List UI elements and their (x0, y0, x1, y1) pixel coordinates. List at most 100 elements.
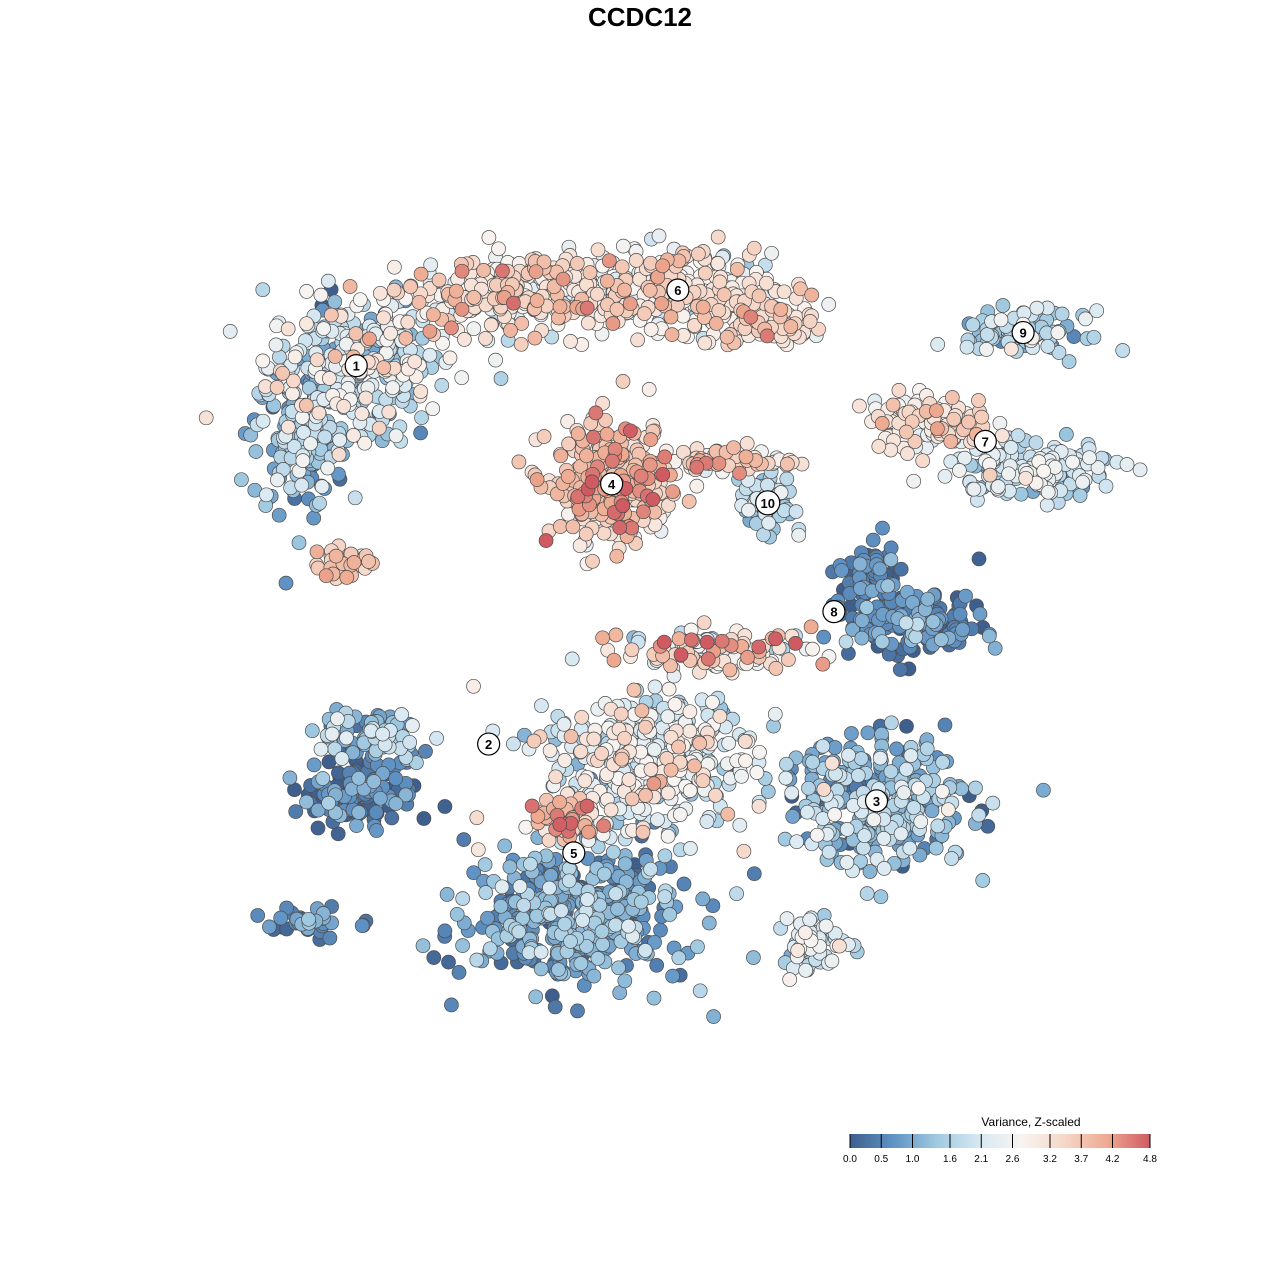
cell-point (663, 762, 679, 778)
cell-point (1018, 470, 1034, 486)
legend-title: Variance, Z-scaled (981, 1115, 1080, 1129)
cell-point (402, 734, 418, 750)
cell-point (1050, 325, 1066, 340)
cell-point (451, 965, 467, 980)
cell-point (780, 456, 795, 472)
cell-point (979, 342, 994, 357)
cell-point (611, 960, 626, 976)
cell-point (623, 423, 638, 439)
cluster-label-text: 7 (982, 434, 989, 449)
cell-point (605, 316, 621, 331)
legend-ticks: 0.0 0.5 1.0 1.6 2.1 2.6 3.2 3.7 4.2 4.8 (843, 1134, 1157, 1165)
cell-point (533, 961, 549, 977)
cell-point (538, 533, 554, 548)
cell-point (497, 838, 513, 854)
cell-point (961, 414, 976, 430)
cell-point (259, 487, 274, 503)
cell-point (929, 403, 944, 419)
cell-point (779, 756, 794, 772)
cell-point (651, 228, 667, 244)
cell-point (286, 373, 301, 389)
cell-point (687, 758, 702, 774)
cell-point (1075, 474, 1090, 490)
cell-point (579, 938, 594, 954)
cell-point (413, 425, 428, 441)
cluster-label-7: 7 (973, 429, 997, 453)
cell-point (561, 873, 577, 889)
cell-point (803, 619, 819, 635)
cluster-label-marker (822, 600, 846, 624)
cluster-label-marker (344, 354, 368, 378)
cell-point (937, 468, 953, 484)
cell-point (542, 880, 557, 896)
cell-point (617, 973, 633, 989)
cell-point (930, 818, 946, 834)
cell-point (908, 629, 924, 645)
cell-point (529, 908, 545, 924)
cell-point (738, 449, 754, 465)
cell-point (1090, 460, 1106, 475)
cell-point (990, 479, 1006, 494)
cell-point (661, 681, 677, 697)
cell-point (705, 898, 721, 914)
cell-point (599, 273, 615, 289)
cell-point (621, 918, 636, 934)
cell-point (682, 783, 698, 798)
cell-point (716, 287, 732, 302)
cell-point (893, 826, 909, 842)
cell-point (416, 811, 432, 826)
cell-point (411, 294, 427, 310)
cell-point (595, 937, 610, 952)
cell-point (590, 242, 606, 258)
cell-point (372, 790, 388, 806)
cell-point (346, 555, 362, 570)
cell-point (551, 962, 566, 977)
cell-point (316, 321, 331, 336)
cell-point (613, 706, 629, 722)
cell-point (818, 918, 834, 934)
cluster-label-5: 5 (562, 841, 586, 865)
cell-point (488, 352, 503, 368)
cell-point (594, 924, 610, 939)
cell-point (722, 662, 738, 678)
cell-point (413, 384, 429, 399)
cell-point (971, 807, 987, 823)
cell-point (876, 831, 892, 846)
cell-point (612, 520, 628, 535)
cell-point (628, 253, 644, 268)
cell-point (478, 331, 493, 346)
cell-point (580, 892, 595, 907)
cluster-label-text: 8 (830, 605, 837, 620)
cluster-label-marker (562, 841, 586, 865)
cell-point (906, 800, 922, 816)
cell-point (692, 983, 708, 999)
cell-point (872, 750, 888, 766)
cell-point (940, 802, 956, 818)
cell-point (495, 263, 510, 279)
cell-point (719, 329, 735, 345)
cell-point (664, 327, 680, 342)
cell-point (746, 950, 761, 965)
cell-point (590, 951, 606, 966)
cell-point (690, 939, 705, 955)
cell-point (711, 303, 727, 318)
cell-point (889, 741, 904, 757)
cell-point (555, 271, 571, 287)
cluster-label-3: 3 (864, 789, 889, 813)
cell-point (732, 817, 748, 833)
cell-point (304, 723, 320, 739)
cell-point (578, 526, 594, 542)
cluster-label-text: 5 (570, 846, 577, 861)
cell-point (643, 432, 659, 447)
cell-point (481, 230, 497, 245)
cluster-label-8: 8 (822, 600, 846, 624)
cell-point (899, 718, 914, 734)
cell-point (972, 606, 988, 622)
cell-point (852, 398, 867, 414)
cell-point (657, 889, 673, 905)
cell-point (937, 717, 953, 733)
legend-tick-label: 1.6 (943, 1154, 957, 1165)
cell-point (278, 575, 294, 591)
cell-point (663, 729, 679, 745)
cell-point (314, 479, 330, 495)
